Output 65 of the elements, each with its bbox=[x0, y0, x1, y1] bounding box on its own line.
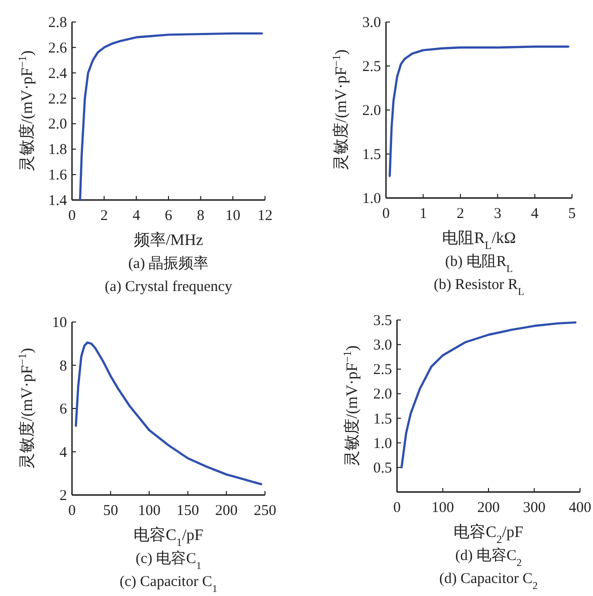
x-tick-label: 200 bbox=[477, 500, 500, 516]
x-tick-label: 2 bbox=[456, 206, 464, 222]
x-tick-label: 0 bbox=[393, 500, 401, 516]
x-tick-label: 150 bbox=[176, 503, 200, 519]
x-tick-label: 5 bbox=[568, 206, 576, 222]
x-tick-label: 10 bbox=[225, 208, 240, 224]
y-tick-label: 2.8 bbox=[48, 15, 67, 31]
y-tick-label: 2.5 bbox=[362, 59, 381, 75]
x-axis-title: 电阻R$_{L}$/kΩ bbox=[442, 229, 516, 252]
x-tick-label: 6 bbox=[164, 208, 173, 224]
text: (b) Resistor R$_{L}$ bbox=[434, 277, 524, 298]
text: (d) Capacitor C$_{2}$ bbox=[439, 571, 538, 592]
y-tick-label: 1.4 bbox=[48, 193, 68, 209]
x-axis-title: 电容C$_{2}$/pF bbox=[454, 523, 524, 546]
y-tick-label: 3.0 bbox=[362, 15, 381, 31]
x-tick-label: 0 bbox=[68, 208, 76, 224]
y-tick-label: 0.5 bbox=[373, 460, 392, 476]
text: (a) 晶振频率 bbox=[128, 255, 209, 272]
y-tick-label: 3.5 bbox=[373, 313, 392, 329]
y-tick-label: 2.0 bbox=[362, 103, 381, 119]
y-tick-label: 2 bbox=[60, 488, 67, 504]
x-tick-label: 200 bbox=[215, 503, 238, 519]
y-tick-label: 2.6 bbox=[48, 40, 68, 56]
x-tick-label: 100 bbox=[432, 500, 454, 516]
line-series bbox=[388, 46, 570, 178]
x-tick-label: 400 bbox=[568, 500, 592, 516]
x-tick-label: 1 bbox=[419, 206, 427, 222]
y-tick-label: 1.0 bbox=[362, 191, 381, 207]
x-tick-label: 300 bbox=[523, 500, 546, 516]
y-tick-label: 4 bbox=[60, 444, 68, 461]
text: (a) Crystal frequency bbox=[104, 279, 233, 295]
y-tick-label: 1.0 bbox=[373, 436, 392, 452]
x-tick-label: 250 bbox=[254, 503, 276, 519]
x-axis-title: 电容C$_{1}$/pF bbox=[134, 526, 204, 549]
line-series bbox=[78, 32, 263, 202]
line-series bbox=[74, 341, 262, 486]
x-tick-label: 0 bbox=[382, 206, 390, 222]
y-tick-label: 2.0 bbox=[48, 116, 67, 133]
y-tick-label: 2.2 bbox=[48, 91, 67, 108]
text: (c) Capacitor C$_{1}$ bbox=[120, 574, 218, 594]
y-tick-label: 1.6 bbox=[48, 168, 68, 184]
x-tick-label: 0 bbox=[68, 503, 76, 519]
y-tick-label: 3.0 bbox=[373, 338, 392, 354]
y-tick-label: 2.5 bbox=[373, 362, 392, 378]
y-tick-label: 1.5 bbox=[373, 411, 392, 428]
x-axis-title: 频率/MHz bbox=[134, 231, 204, 249]
y-tick-label: 1.8 bbox=[48, 142, 67, 158]
x-tick-label: 8 bbox=[196, 208, 204, 224]
y-tick-label: 1.5 bbox=[362, 147, 381, 163]
x-tick-label: 50 bbox=[103, 503, 118, 519]
y-tick-label: 8 bbox=[60, 358, 67, 374]
y-tick-label: 2.4 bbox=[48, 66, 68, 82]
x-tick-label: 12 bbox=[258, 208, 272, 224]
y-tick-label: 2.0 bbox=[373, 386, 392, 403]
line-series bbox=[400, 321, 577, 469]
x-tick-label: 4 bbox=[531, 206, 540, 222]
text: (d) 电容C$_{2}$ bbox=[455, 547, 522, 568]
x-tick-label: 3 bbox=[494, 206, 502, 222]
y-tick-label: 10 bbox=[52, 315, 67, 331]
x-tick-label: 100 bbox=[138, 503, 160, 519]
x-tick-label: 2 bbox=[100, 208, 108, 224]
text: (b) 电阻R$_{L}$ bbox=[445, 253, 513, 274]
x-tick-label: 4 bbox=[132, 208, 141, 224]
y-tick-label: 6 bbox=[60, 402, 68, 418]
text: (c) 电容C$_{1}$ bbox=[136, 550, 202, 572]
